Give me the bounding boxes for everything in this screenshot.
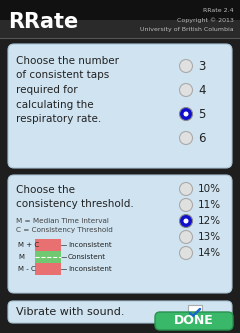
Text: Choose the number: Choose the number <box>16 56 119 66</box>
FancyBboxPatch shape <box>0 20 240 38</box>
Circle shape <box>180 108 192 121</box>
Text: C = Consistency Threshold: C = Consistency Threshold <box>16 227 113 233</box>
Circle shape <box>180 214 192 227</box>
FancyBboxPatch shape <box>35 239 61 251</box>
Text: respiratory rate.: respiratory rate. <box>16 114 101 124</box>
FancyBboxPatch shape <box>8 44 232 168</box>
Circle shape <box>180 230 192 243</box>
Text: Copyright © 2013: Copyright © 2013 <box>177 17 234 23</box>
Text: Inconsistent: Inconsistent <box>68 266 112 272</box>
Text: RRate: RRate <box>8 12 78 32</box>
Text: University of British Columbia: University of British Columbia <box>140 28 234 33</box>
Circle shape <box>180 84 192 97</box>
Text: 6: 6 <box>198 132 205 145</box>
Text: 13%: 13% <box>198 232 221 242</box>
Text: calculating the: calculating the <box>16 100 94 110</box>
Circle shape <box>184 218 188 223</box>
Text: 3: 3 <box>198 60 205 73</box>
Text: required for: required for <box>16 85 78 95</box>
Text: DONE: DONE <box>174 314 214 327</box>
Text: RRate 2.4: RRate 2.4 <box>203 8 234 13</box>
FancyBboxPatch shape <box>0 0 240 38</box>
Text: 11%: 11% <box>198 200 221 210</box>
Text: M - C: M - C <box>18 266 36 272</box>
Circle shape <box>180 182 192 195</box>
Text: 12%: 12% <box>198 216 221 226</box>
Text: Consistent: Consistent <box>68 254 106 260</box>
Text: Choose the: Choose the <box>16 185 75 195</box>
FancyBboxPatch shape <box>188 305 202 319</box>
Text: M = Median Time Interval: M = Median Time Interval <box>16 218 109 224</box>
Circle shape <box>180 246 192 259</box>
Text: of consistent taps: of consistent taps <box>16 71 109 81</box>
FancyBboxPatch shape <box>35 263 61 275</box>
Circle shape <box>184 112 188 117</box>
Circle shape <box>180 198 192 211</box>
Circle shape <box>180 132 192 145</box>
FancyBboxPatch shape <box>8 301 232 323</box>
Text: 14%: 14% <box>198 248 221 258</box>
FancyBboxPatch shape <box>155 312 233 330</box>
Text: Vibrate with sound.: Vibrate with sound. <box>16 307 125 317</box>
Text: Inconsistent: Inconsistent <box>68 242 112 248</box>
FancyBboxPatch shape <box>35 251 61 263</box>
Text: 10%: 10% <box>198 184 221 194</box>
Circle shape <box>180 60 192 73</box>
Text: consistency threshold.: consistency threshold. <box>16 199 134 209</box>
Text: M: M <box>18 254 24 260</box>
Text: 4: 4 <box>198 84 205 97</box>
Text: 5: 5 <box>198 108 205 121</box>
FancyBboxPatch shape <box>8 175 232 293</box>
Text: M + C: M + C <box>18 242 39 248</box>
